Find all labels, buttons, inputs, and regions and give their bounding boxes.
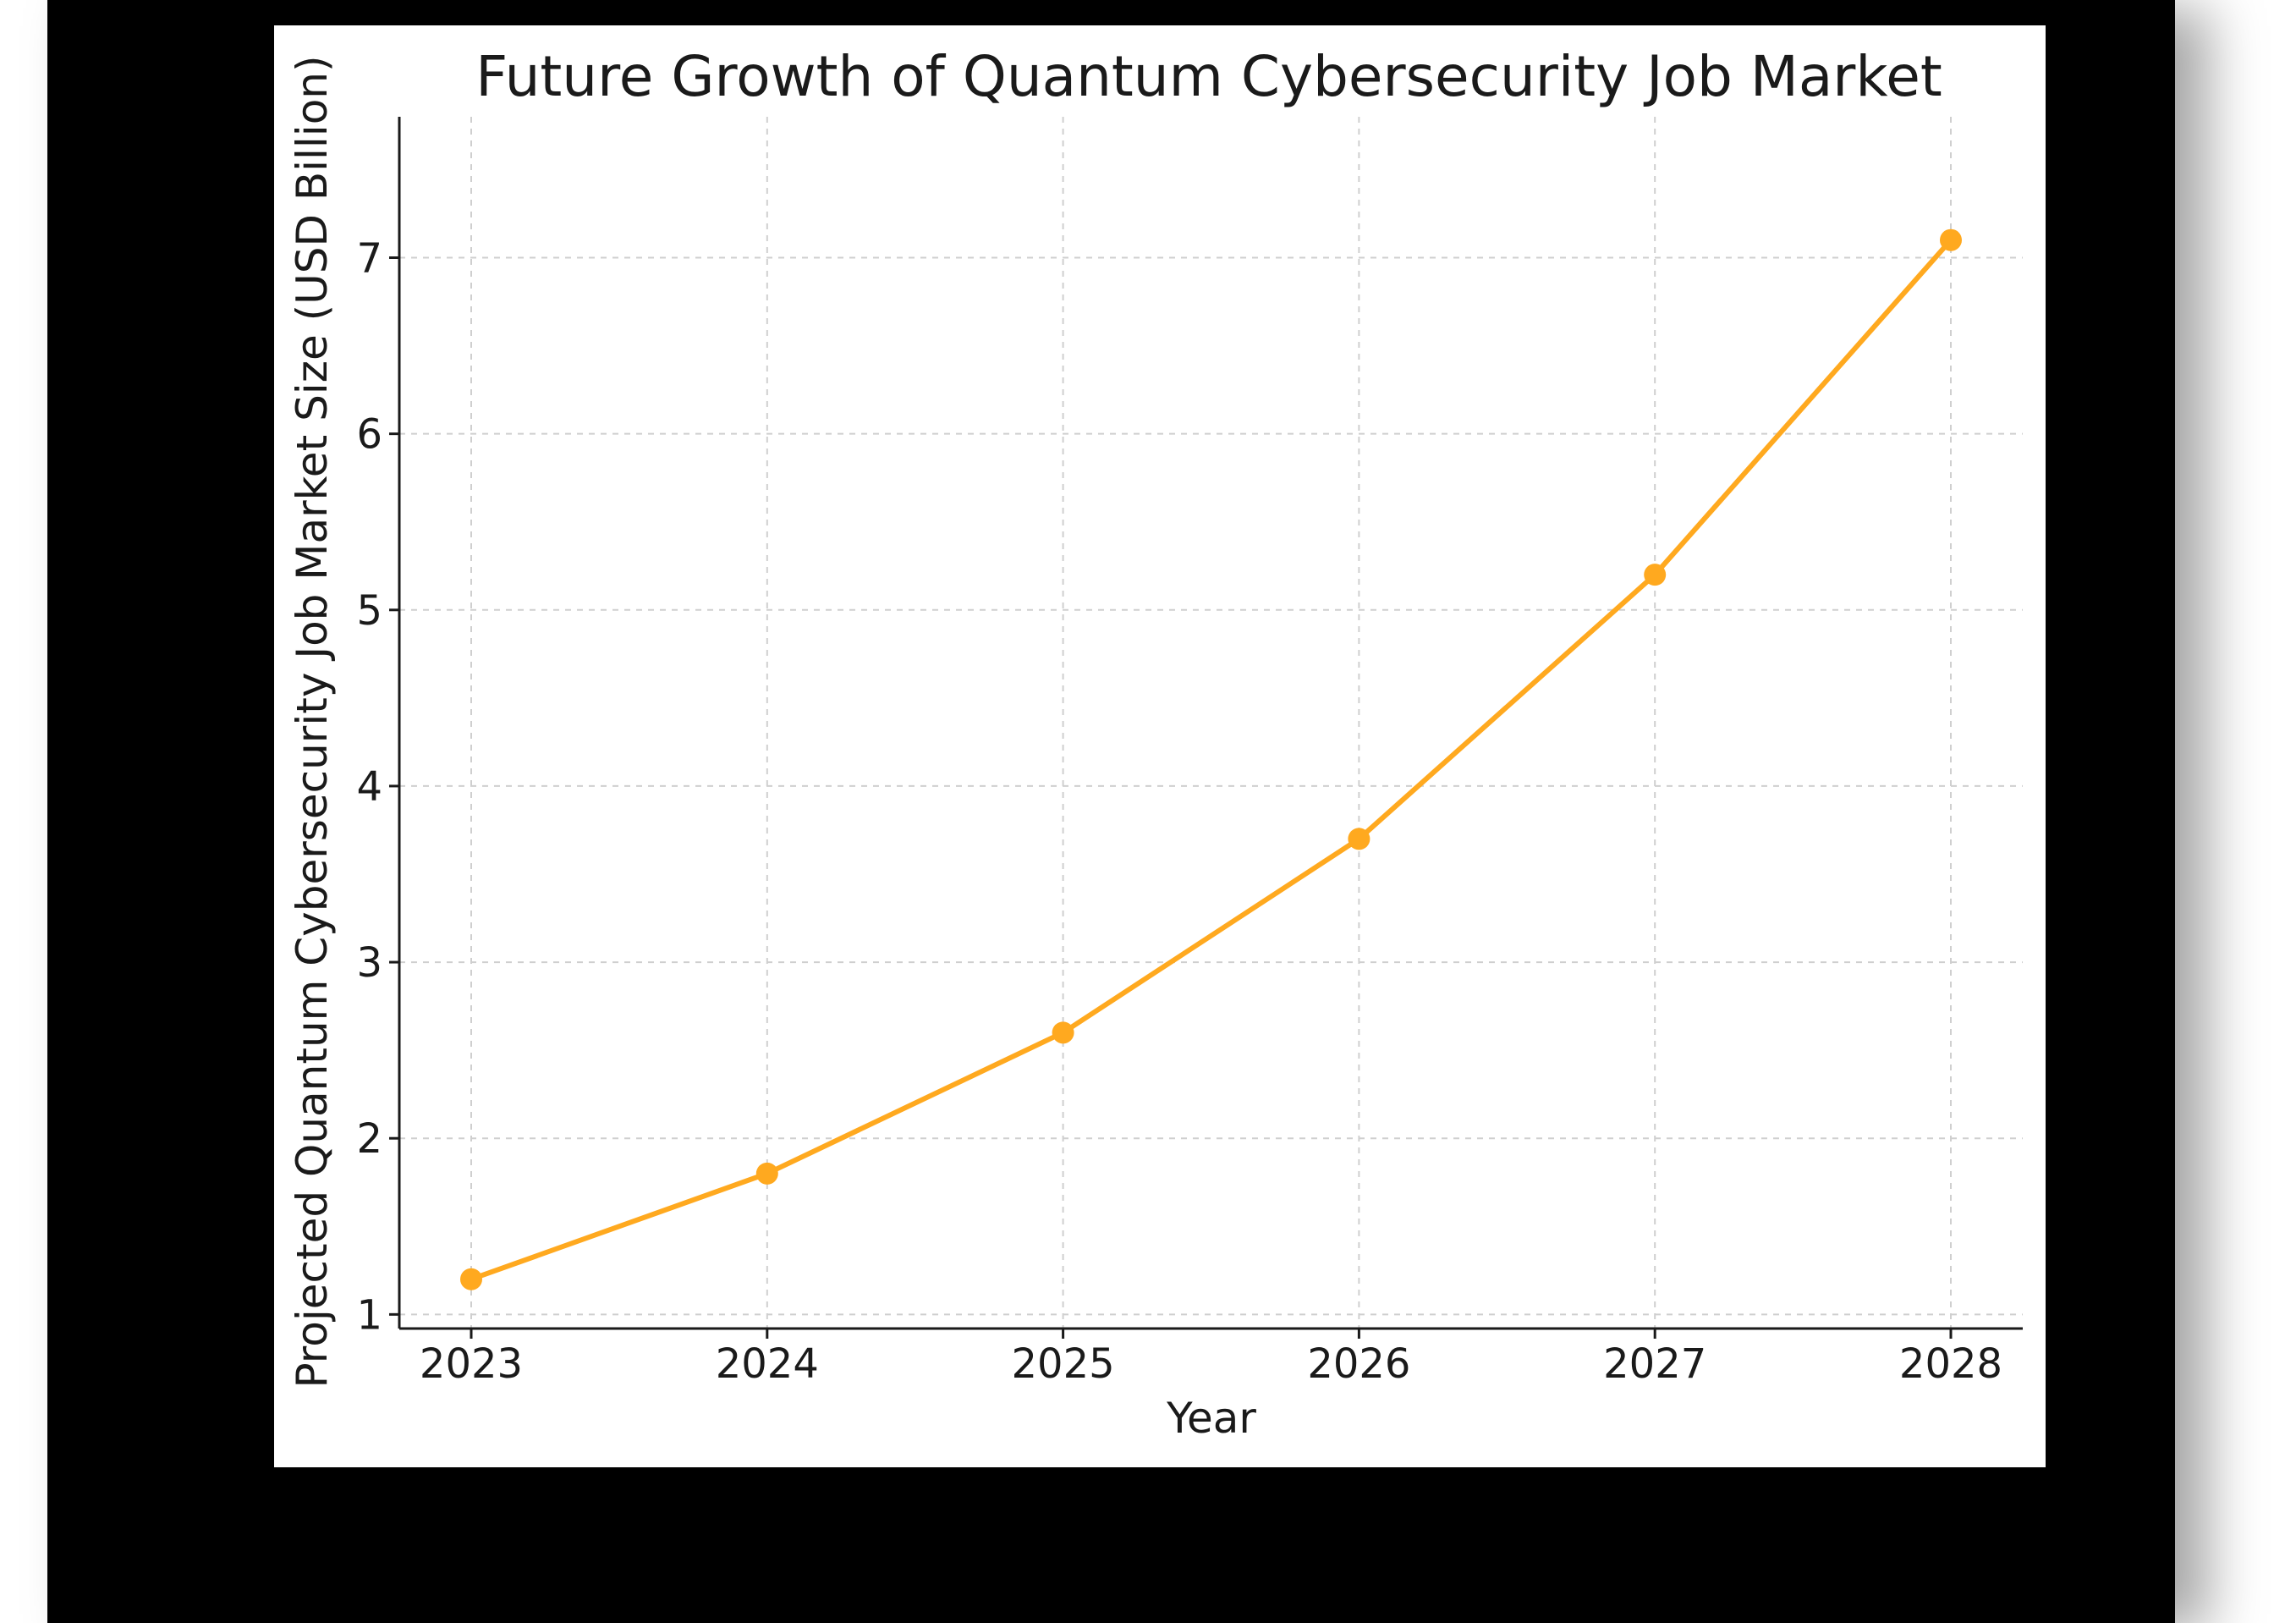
x-tick-label: 2028 <box>1899 1340 2002 1388</box>
data-point <box>755 1162 778 1185</box>
y-tick-label: 6 <box>356 411 382 459</box>
grid <box>399 117 2023 1329</box>
x-axis-title: Year <box>1166 1394 1256 1443</box>
ticks: 2023 2024 2025 2026 2027 2028 1 2 3 4 5 6 7 <box>356 235 2002 1388</box>
y-tick-label: 7 <box>356 235 382 283</box>
x-tick-label: 2026 <box>1307 1340 1410 1388</box>
x-tick-label: 2023 <box>420 1340 523 1388</box>
data-point <box>460 1268 482 1290</box>
x-tick-label: 2025 <box>1012 1340 1115 1388</box>
x-tick-label: 2027 <box>1603 1340 1706 1388</box>
y-tick-label: 3 <box>356 939 382 987</box>
y-tick-label: 2 <box>356 1115 382 1163</box>
data-point <box>1644 564 1667 586</box>
y-tick-label: 4 <box>356 763 382 811</box>
y-axis-title: Projected Quantum Cybersecurity Job Mark… <box>288 56 337 1389</box>
chart-title: Future Growth of Quantum Cybersecurity J… <box>475 44 1942 109</box>
line-chart: Future Growth of Quantum Cybersecurity J… <box>288 44 2023 1443</box>
series-line <box>469 237 1953 1282</box>
data-point <box>1348 828 1370 850</box>
data-point <box>1940 228 1962 251</box>
axes <box>398 117 2023 1330</box>
chart-panel: Future Growth of Quantum Cybersecurity J… <box>274 25 2046 1467</box>
series <box>460 228 1962 1290</box>
y-tick-label: 5 <box>356 587 382 635</box>
y-tick-label: 1 <box>356 1291 382 1339</box>
data-point <box>1052 1021 1074 1044</box>
x-tick-label: 2024 <box>716 1340 819 1388</box>
image-frame: Future Growth of Quantum Cybersecurity J… <box>47 0 2175 1623</box>
